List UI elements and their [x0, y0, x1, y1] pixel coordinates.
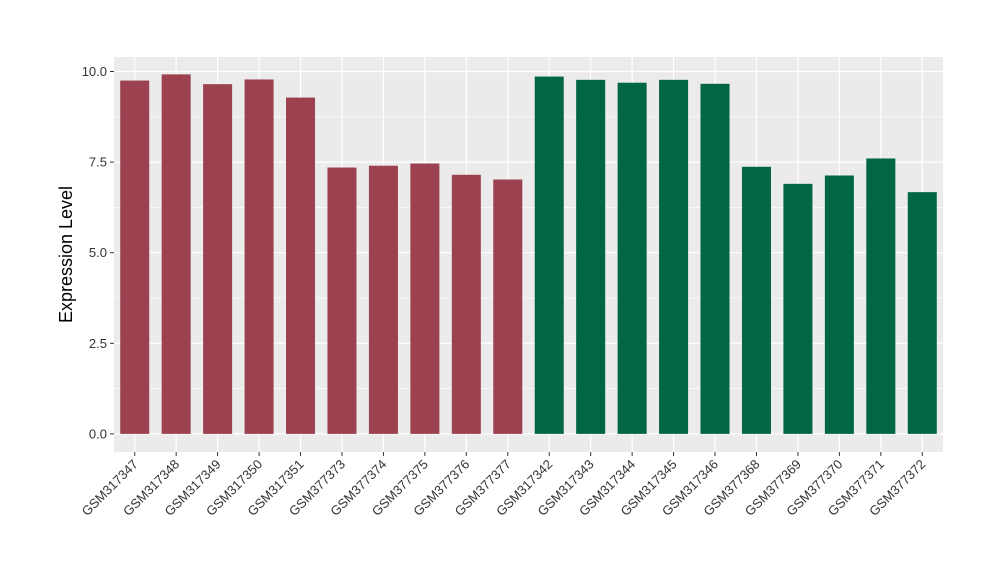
bar-gsm377371 [866, 158, 896, 434]
bar-gsm317349 [203, 84, 233, 434]
y-tick-label: 10.0 [82, 64, 107, 79]
plot-panel [114, 57, 943, 452]
y-axis: 0.0 2.5 5.0 7.5 10.0 [82, 64, 114, 441]
y-tick-label: 2.5 [89, 336, 107, 351]
bar-gsm317345 [659, 79, 689, 434]
bar-gsm377377 [493, 179, 523, 434]
bar-gsm377368 [741, 166, 771, 434]
bar-gsm317351 [286, 97, 316, 434]
bar-gsm377376 [451, 174, 481, 434]
bar-gsm377373 [327, 167, 357, 434]
y-tick-label: 0.0 [89, 426, 107, 441]
bar-gsm317346 [700, 83, 730, 434]
bar-gsm377369 [783, 183, 813, 434]
bar-gsm317343 [576, 79, 606, 434]
y-tick-label: 7.5 [89, 155, 107, 170]
bar-gsm317344 [617, 82, 647, 434]
bars-group [120, 74, 937, 434]
bar-gsm377374 [368, 165, 398, 434]
y-tick-label: 5.0 [89, 245, 107, 260]
x-axis: GSM317347GSM317348GSM317349GSM317350GSM3… [79, 452, 928, 519]
bar-gsm317348 [161, 74, 191, 434]
bar-gsm317342 [534, 76, 564, 434]
bar-gsm317347 [120, 80, 150, 434]
bar-gsm377372 [907, 192, 937, 434]
bar-gsm377370 [824, 175, 854, 434]
bar-gsm317350 [244, 79, 274, 434]
y-axis-title: Expression Level [56, 186, 76, 323]
bar-gsm377375 [410, 163, 440, 434]
